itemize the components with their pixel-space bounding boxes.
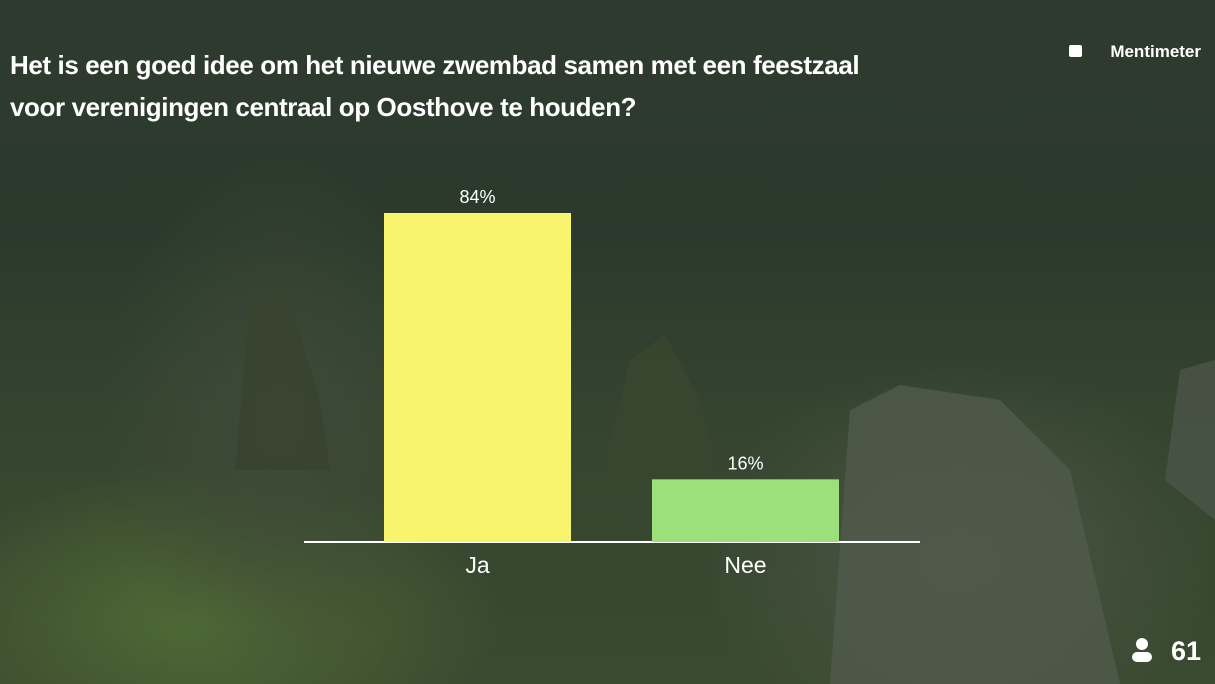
brand: Mentimeter [1110,42,1201,61]
value-label: 16% [727,453,763,473]
value-label: 84% [459,187,495,207]
rock [830,385,1120,684]
person-icon [1132,652,1152,662]
bar [384,213,571,542]
participant-count: 61 [1170,636,1201,666]
rock [235,285,330,470]
category-label: Ja [465,552,490,578]
brand-icon [1069,45,1082,57]
person-icon [1136,638,1148,650]
bar [652,479,839,542]
chart-title: Het is een goed idee om het nieuwe zwemb… [10,50,860,122]
rock [1165,360,1215,520]
rock [600,335,720,480]
category-label: Nee [724,552,766,578]
